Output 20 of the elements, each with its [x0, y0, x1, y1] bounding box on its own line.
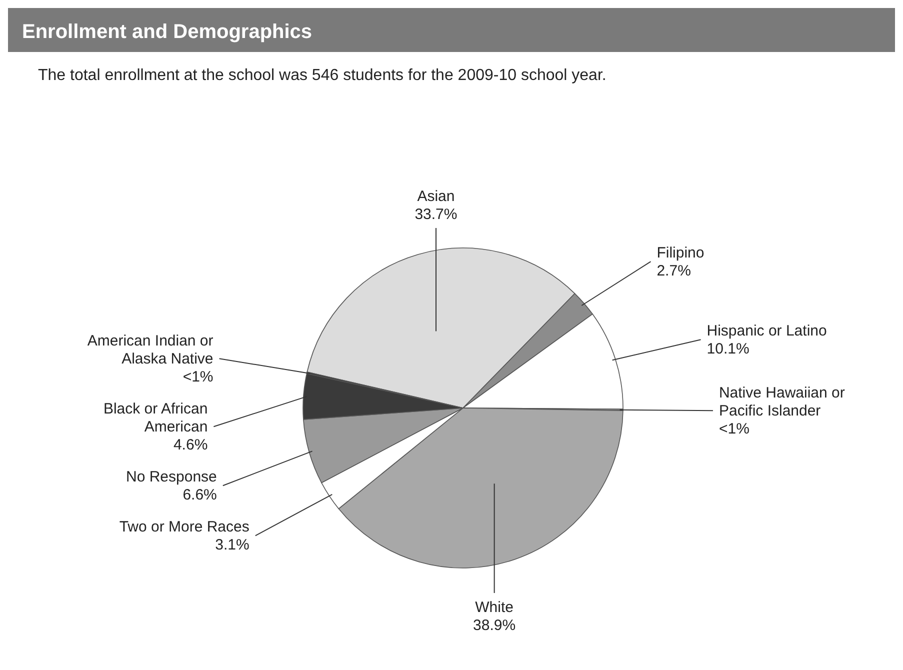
data-label: <1%: [182, 368, 214, 386]
chart-subtitle: The total enrollment at the school was 546 students for the 2009-10 school year.: [38, 67, 606, 84]
slice-label: White: [475, 599, 514, 616]
slice-label: Filipino: [656, 244, 704, 262]
data-label: 6.6%: [182, 486, 217, 504]
data-label: <1%: [718, 420, 750, 438]
slice-label: Two or More Races: [119, 518, 250, 536]
data-label: 3.1%: [215, 536, 250, 554]
slice-label: Asian: [417, 188, 455, 205]
data-label: 33.7%: [414, 206, 458, 223]
data-label: 2.7%: [656, 262, 691, 280]
chart-title: Enrollment and Demographics: [22, 21, 312, 43]
data-label: 10.1%: [706, 340, 750, 358]
data-label: 4.6%: [173, 436, 208, 454]
slice-label: No Response: [126, 468, 217, 486]
data-label: 38.9%: [473, 617, 516, 634]
slice-label: Hispanic or Latino: [706, 322, 827, 340]
slice-label: Native Hawaiian or Pacific Islander: [718, 384, 845, 420]
slice-label: Black or African American: [103, 400, 208, 436]
slice-label: American Indian or Alaska Native: [87, 332, 214, 368]
